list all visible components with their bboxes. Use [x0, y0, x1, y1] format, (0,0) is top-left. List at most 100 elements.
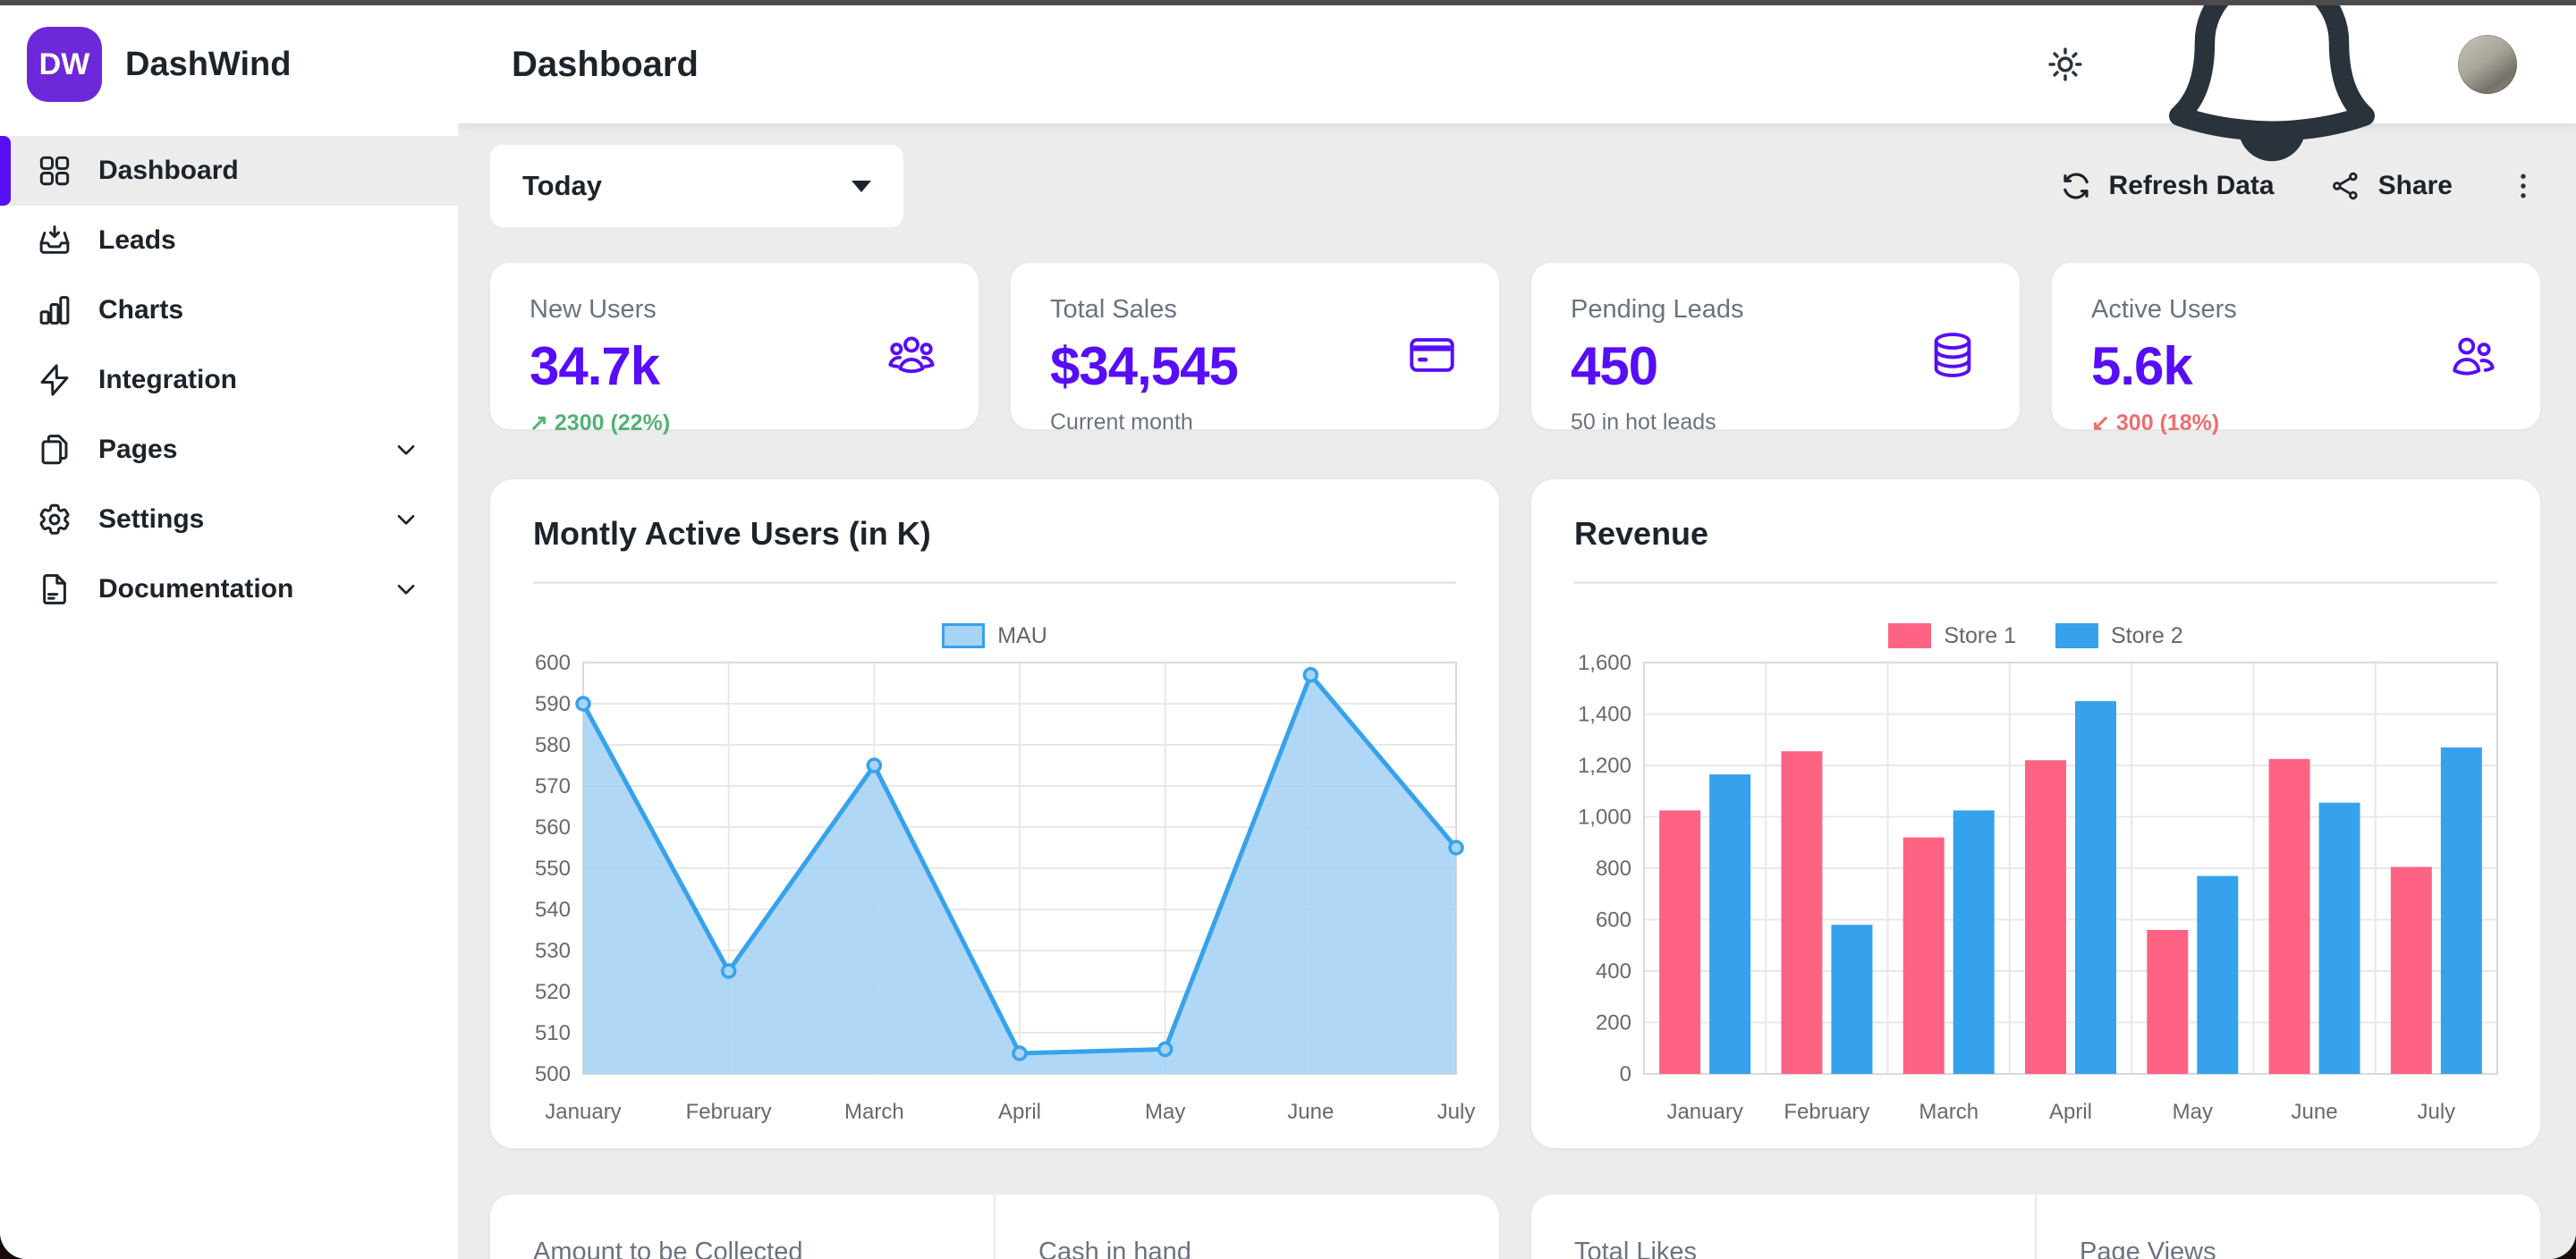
svg-text:550: 550 [535, 857, 571, 881]
window-top-edge [0, 0, 2576, 5]
sidebar-item-charts[interactable]: Charts [0, 275, 458, 345]
stat-trend: ↗ 2300 (22%) [530, 410, 671, 435]
legend-label: Store 2 [2111, 622, 2183, 648]
svg-text:February: February [686, 1100, 772, 1124]
users-icon [2447, 329, 2499, 381]
stat-total-likes: Total Likes [1574, 1238, 1698, 1259]
theme-sun-icon[interactable] [2045, 44, 2086, 85]
chevron-down-icon [392, 575, 420, 604]
stat-card-active-users: Active Users 5.6k ↙ 300 (18%) [2052, 263, 2540, 435]
document-text-icon [36, 570, 73, 608]
avatar[interactable] [2458, 35, 2517, 94]
toolbar: Today Refresh Data Share [490, 145, 2540, 227]
top-header: Dashboard 15 [458, 5, 2576, 162]
svg-text:510: 510 [535, 1021, 571, 1045]
svg-text:May: May [2173, 1100, 2213, 1124]
squares-grid-icon [36, 152, 73, 190]
svg-text:570: 570 [535, 774, 571, 798]
sidebar-item-label: Settings [98, 504, 205, 534]
svg-text:May: May [1145, 1100, 1185, 1124]
bell-icon [2138, 5, 2406, 199]
svg-text:580: 580 [535, 733, 571, 757]
legend-entry[interactable]: MAU [942, 623, 1047, 649]
chart-bar-icon [36, 292, 73, 329]
svg-text:520: 520 [535, 980, 571, 1004]
svg-text:February: February [1784, 1100, 1869, 1124]
page-title: Dashboard [512, 44, 699, 84]
revenue-chart-card: Revenue Store 1 Store 2 0 200 400 600 800 1,00… [1531, 479, 2540, 1148]
share-button[interactable]: Share [2328, 169, 2453, 203]
sidebar-item-label: Charts [98, 295, 184, 325]
svg-text:590: 590 [535, 692, 571, 716]
legend-entry[interactable]: Store 2 [2055, 623, 2183, 649]
svg-text:1,400: 1,400 [1578, 703, 1631, 727]
date-range-select[interactable]: Today [490, 145, 903, 227]
svg-text:January: January [1666, 1100, 1742, 1124]
notifications-button[interactable]: 15 [2138, 5, 2406, 199]
revenue-bar-chart: 0 200 400 600 800 1,000 1,200 1,400 1,600 January… [1578, 651, 2498, 1124]
legend-entry[interactable]: Store 1 [1888, 623, 2016, 649]
bolt-icon [36, 361, 73, 399]
stat-value: $34,545 [1050, 336, 1239, 396]
svg-text:0: 0 [1620, 1062, 1631, 1086]
mau-chart-title: Montly Active Users (in K) [533, 515, 931, 552]
refresh-data-button[interactable]: Refresh Data [2059, 169, 2275, 203]
brand-name: DashWind [125, 45, 292, 83]
sidebar-item-settings[interactable]: Settings [0, 485, 458, 554]
svg-text:500: 500 [535, 1062, 571, 1086]
stat-cash-in-hand: Cash in hand [994, 1195, 1499, 1259]
dashboard-content: Today Refresh Data Share [458, 123, 2576, 1259]
brand-logo: DW [27, 27, 102, 102]
revenue-chart-legend: Store 1 Store 2 [1574, 620, 2497, 652]
stat-title: New Users [530, 295, 657, 324]
svg-text:1,600: 1,600 [1578, 651, 1631, 675]
document-duplicate-icon [36, 431, 73, 469]
sidebar-nav: Dashboard Leads Charts Integration [0, 136, 458, 624]
legend-label: Store 1 [1944, 622, 2016, 648]
mau-chart-card: Montly Active Users (in K) MAU 500 510 520… [490, 479, 1499, 1148]
share-label: Share [2377, 171, 2453, 200]
header-actions: 15 [2045, 5, 2517, 199]
revenue-chart-title: Revenue [1574, 515, 1709, 552]
inbox-arrow-down-icon [36, 222, 73, 259]
app-window: DW DashWind Dashboard Leads Charts [0, 5, 2576, 1259]
sidebar-item-integration[interactable]: Integration [0, 345, 458, 415]
svg-text:March: March [1919, 1100, 1979, 1124]
svg-text:January: January [545, 1100, 621, 1124]
more-options-button[interactable] [2506, 169, 2540, 203]
sidebar-item-label: Pages [98, 435, 178, 464]
legend-swatch [1888, 623, 1932, 648]
sidebar-item-dashboard[interactable]: Dashboard [0, 136, 458, 206]
finance-stats-card: Amount to be Collected Cash in hand [490, 1195, 1499, 1259]
sidebar-item-pages[interactable]: Pages [0, 415, 458, 485]
legend-label: MAU [997, 622, 1047, 648]
divider [533, 581, 1456, 584]
refresh-icon [2059, 169, 2093, 203]
stat-card-pending-leads: Pending Leads 450 50 in hot leads [1531, 263, 2020, 435]
svg-text:April: April [2049, 1100, 2092, 1124]
stat-title: Pending Leads [1571, 295, 1744, 324]
toolbar-actions: Refresh Data Share [2059, 169, 2540, 203]
engagement-stats-card: Total Likes Page Views [1531, 1195, 2540, 1259]
sidebar-item-documentation[interactable]: Documentation [0, 554, 458, 624]
divider [1574, 581, 2497, 584]
sidebar-item-label: Dashboard [98, 156, 239, 185]
legend-swatch [942, 623, 986, 648]
stat-value: 450 [1571, 336, 1658, 396]
svg-text:600: 600 [535, 651, 571, 675]
sidebar-item-label: Leads [98, 225, 176, 255]
chevron-down-icon [392, 435, 420, 464]
svg-text:600: 600 [1596, 908, 1631, 933]
svg-text:April: April [998, 1100, 1041, 1124]
circle-stack-icon [1927, 329, 1979, 381]
user-group-icon [886, 329, 937, 381]
brand: DW DashWind [0, 5, 458, 123]
sidebar-item-leads[interactable]: Leads [0, 206, 458, 275]
svg-text:560: 560 [535, 815, 571, 840]
sidebar-item-label: Integration [98, 365, 237, 394]
bottom-stats-row: Amount to be Collected Cash in hand Tota… [490, 1195, 2540, 1259]
date-range-value: Today [522, 170, 602, 201]
gear-icon [36, 501, 73, 538]
svg-text:March: March [844, 1100, 904, 1124]
stat-value: 5.6k [2091, 336, 2193, 396]
